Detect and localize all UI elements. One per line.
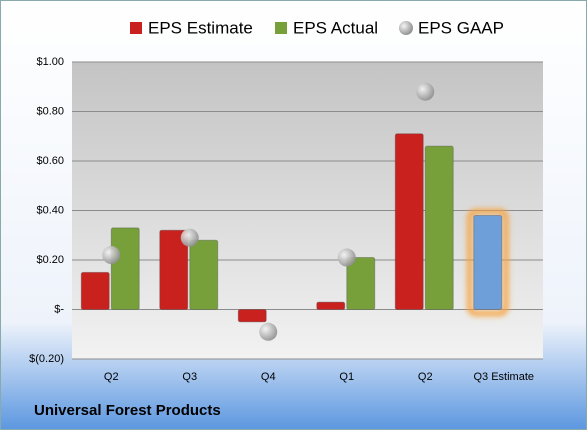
x-tick-label: Q1 [339,371,354,383]
point [180,228,199,247]
y-tick-label: $- [54,303,64,315]
y-tick-label: $0.40 [36,204,64,216]
y-tick-label: $1.00 [36,56,64,68]
x-tick-label: Q2 [104,371,119,383]
legend-marker [399,21,413,35]
highlight-glow [467,208,509,316]
bar [316,301,346,311]
legend-marker [275,22,287,34]
legend-label: EPS GAAP [418,18,504,37]
x-tick-label: Q2 [418,371,433,383]
x-tick-label: Q3 [182,371,197,383]
point [416,82,435,101]
x-tick-label: Q3 Estimate [473,371,534,383]
bar [237,309,267,323]
bar [189,239,219,310]
y-tick-label: $0.20 [36,254,64,266]
chart-title: Universal Forest Products [34,402,221,419]
y-tick-label: $0.60 [36,155,64,167]
bar [394,133,424,310]
legend-label: EPS Actual [293,18,378,37]
point [102,246,121,265]
legend-label: EPS Estimate [148,18,253,37]
bar [159,229,189,310]
y-tick-label: $0.80 [36,105,64,117]
bar [346,257,376,310]
point [259,322,278,341]
bar [473,214,503,310]
x-tick-label: Q4 [261,371,276,383]
legend-marker [130,22,142,34]
y-tick-label: $(0.20) [29,353,64,365]
bar [110,227,140,310]
point [337,248,356,267]
bar [80,271,110,310]
bar [424,145,454,310]
